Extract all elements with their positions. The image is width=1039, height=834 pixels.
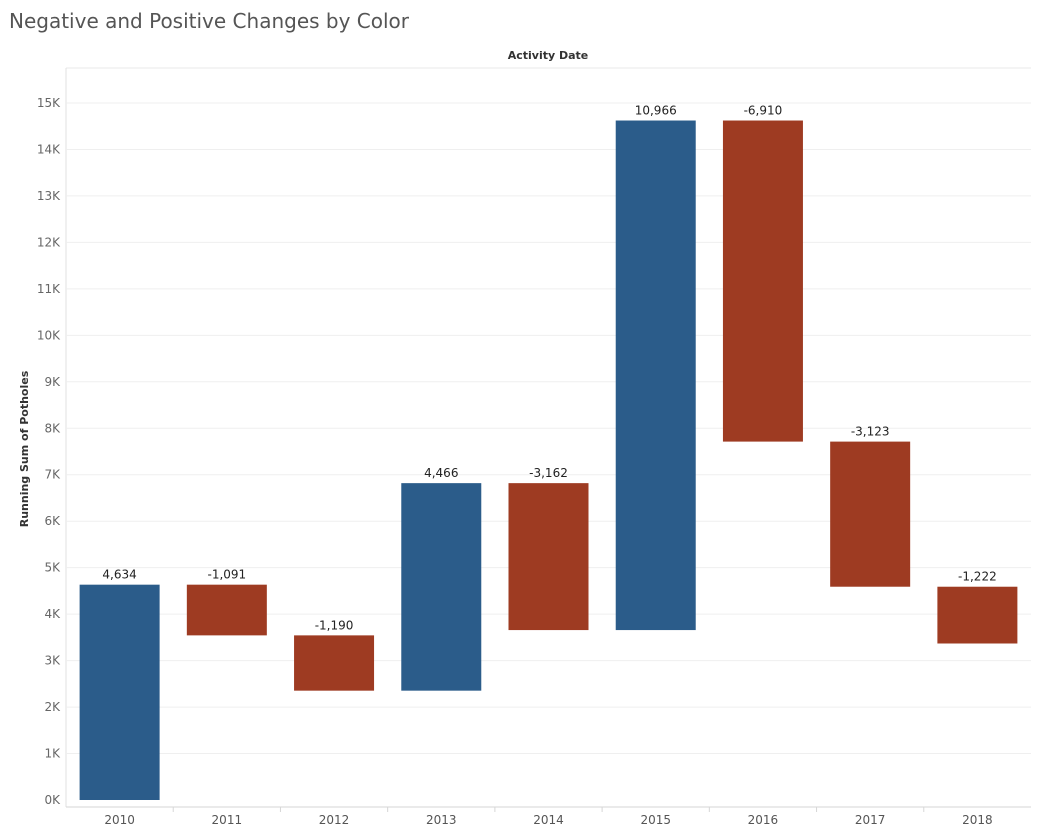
y-tick-label: 5K — [44, 561, 61, 575]
y-tick-label: 0K — [44, 793, 61, 807]
y-tick-label: 1K — [44, 747, 61, 761]
data-labels-group: 4,634 -1,091 -1,190 4,466 -3,162 10,966 -6,910… — [102, 104, 996, 633]
data-label-2018: -1,222 — [958, 570, 997, 584]
y-axis-title: Running Sum of Potholes — [18, 370, 31, 527]
bar-2017 — [830, 441, 911, 587]
y-tick-label: 8K — [44, 421, 61, 435]
y-tick-label: 10K — [37, 328, 61, 342]
data-label-2017: -3,123 — [851, 425, 890, 439]
gridlines — [66, 102, 1031, 755]
y-tick-label: 6K — [44, 514, 61, 528]
bar-2014 — [508, 483, 589, 631]
x-tick-label: 2018 — [962, 813, 993, 827]
y-tick-label: 15K — [37, 96, 61, 110]
y-tick-label: 4K — [44, 607, 61, 621]
y-axis-ticks: 0K 1K 2K 3K 4K 5K 6K 7K 8K 9K 10K 11K 12K 13K 14K 15K — [37, 96, 61, 807]
bar-2018 — [937, 586, 1018, 644]
x-tick-label: 2011 — [212, 813, 243, 827]
header-label: Activity Date — [508, 49, 589, 62]
data-label-2015: 10,966 — [635, 104, 677, 118]
chart-title: Negative and Positive Changes by Color — [9, 9, 410, 33]
x-tick-label: 2010 — [104, 813, 135, 827]
bar-2010 — [79, 584, 160, 800]
data-label-2011: -1,091 — [207, 568, 246, 582]
y-tick-label: 11K — [37, 282, 61, 296]
bar-2015 — [615, 120, 696, 631]
x-tick-label: 2012 — [319, 813, 350, 827]
y-tick-label: 2K — [44, 700, 61, 714]
bar-2013 — [401, 483, 482, 691]
bar-2011 — [186, 584, 267, 636]
bar-2016 — [722, 120, 803, 442]
x-tick-label: 2014 — [533, 813, 564, 827]
data-label-2013: 4,466 — [424, 466, 458, 480]
data-label-2014: -3,162 — [529, 466, 568, 480]
bars-group — [79, 120, 1018, 800]
y-tick-label: 13K — [37, 189, 61, 203]
y-tick-label: 3K — [44, 654, 61, 668]
data-label-2010: 4,634 — [102, 568, 136, 582]
x-tick-label: 2017 — [855, 813, 886, 827]
x-tick-label: 2013 — [426, 813, 457, 827]
bar-2012 — [294, 635, 375, 691]
y-tick-label: 9K — [44, 375, 61, 389]
data-label-2016: -6,910 — [744, 104, 783, 118]
y-tick-label: 12K — [37, 235, 61, 249]
y-tick-label: 14K — [37, 142, 61, 156]
x-tick-label: 2015 — [640, 813, 671, 827]
x-tick-label: 2016 — [748, 813, 779, 827]
x-axis-ticks: 2010 2011 2012 2013 2014 2015 2016 2017 2018 — [104, 807, 993, 827]
y-tick-label: 7K — [44, 468, 61, 482]
data-label-2012: -1,190 — [315, 618, 354, 632]
